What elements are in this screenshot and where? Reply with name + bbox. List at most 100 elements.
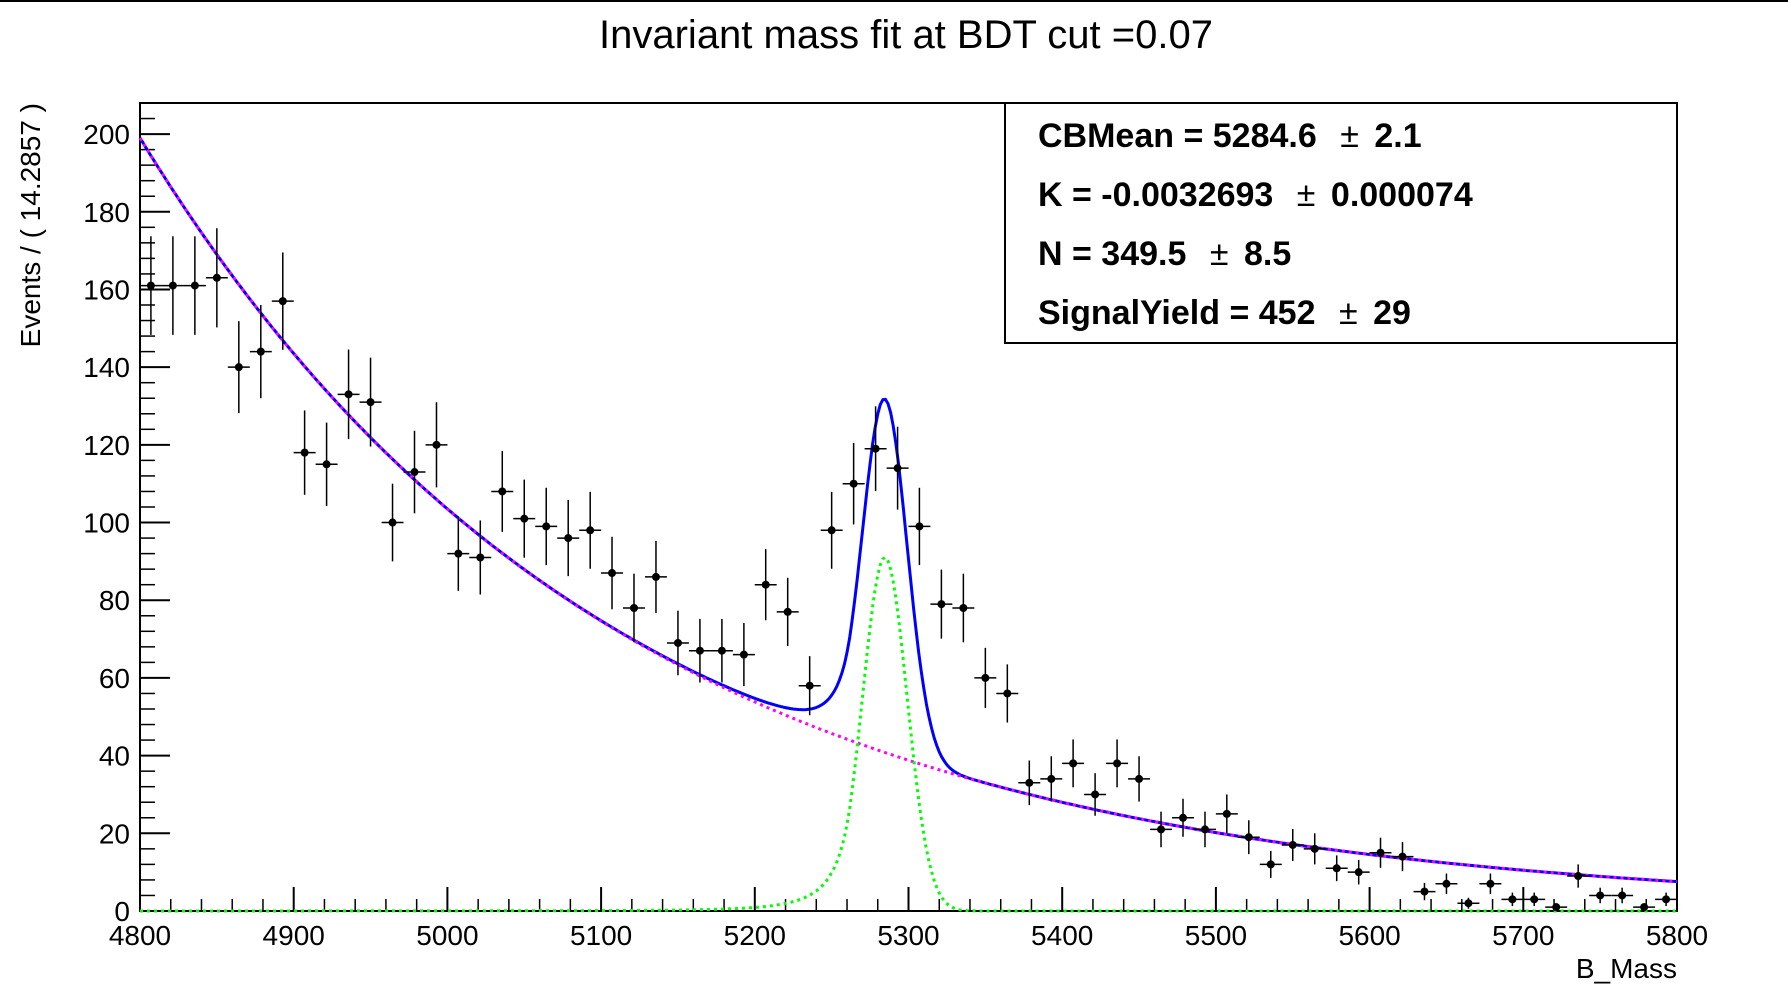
data-point <box>249 305 272 399</box>
data-point <box>1172 798 1194 837</box>
data-point <box>886 426 909 510</box>
data-point <box>666 610 689 676</box>
data-point <box>732 623 755 687</box>
data-point <box>1457 897 1480 909</box>
data-point <box>601 536 623 610</box>
data-point <box>491 451 514 532</box>
y-tick-label: 180 <box>83 197 130 228</box>
data-points <box>139 228 1678 912</box>
stat-cbmean-error: 2.1 <box>1374 117 1421 155</box>
data-point <box>1523 892 1546 907</box>
x-tick-label: 5700 <box>1492 920 1554 951</box>
data-point <box>930 569 953 639</box>
data-point <box>1501 892 1524 907</box>
data-point <box>754 549 777 621</box>
stat-signalyield-value: SignalYield = 452 <box>1038 294 1315 332</box>
data-point <box>974 647 997 709</box>
y-tick-label: 60 <box>99 663 130 694</box>
data-point <box>1040 756 1063 802</box>
background-curve <box>138 137 1678 884</box>
stats-box-frame <box>1004 102 1678 344</box>
y-tick-label: 80 <box>99 585 130 616</box>
y-axis: 0 20 40 60 80 100 120 140 160 180 200 <box>83 102 170 927</box>
data-point <box>513 479 536 558</box>
data-point <box>1633 903 1656 912</box>
x-tick-label: 5800 <box>1646 920 1708 951</box>
data-point <box>139 236 162 335</box>
data-point <box>1215 794 1238 834</box>
x-tick-label: 5200 <box>724 920 786 951</box>
data-point <box>1084 773 1107 816</box>
data-point <box>1567 864 1590 888</box>
data-point <box>227 321 250 414</box>
data-point <box>1018 760 1041 806</box>
data-point <box>1545 903 1568 912</box>
chart-title: Invariant mass fit at BDT cut =0.07 <box>599 13 1213 57</box>
data-point <box>644 540 667 613</box>
data-point <box>447 516 470 591</box>
stat-n-value: N = 349.5 <box>1038 235 1186 273</box>
fit-curves <box>138 137 1678 913</box>
data-point <box>205 228 228 328</box>
stat-row-k: K = -0.0032693 ± 0.000074 <box>1038 176 1473 214</box>
data-point <box>842 442 865 525</box>
data-point <box>1150 811 1173 848</box>
data-point <box>952 573 975 643</box>
stat-row-cbmean: CBMean = 5284.6 ± 2.1 <box>1038 117 1422 155</box>
data-point <box>1259 850 1282 878</box>
data-point <box>776 577 799 646</box>
data-point <box>337 349 360 440</box>
data-point <box>864 406 887 492</box>
data-point <box>996 664 1019 723</box>
data-point <box>1479 873 1502 895</box>
data-point <box>1413 882 1436 901</box>
y-tick-label: 0 <box>114 896 130 927</box>
stat-cbmean-pm: ± <box>1340 117 1359 155</box>
data-point <box>908 487 931 566</box>
x-axis-title: B_Mass <box>1576 953 1677 984</box>
y-tick-label: 100 <box>83 508 130 539</box>
data-point <box>820 491 843 569</box>
stat-n-error: 8.5 <box>1244 235 1291 273</box>
data-point <box>1062 739 1085 788</box>
data-point <box>1281 828 1304 861</box>
data-point <box>798 656 821 716</box>
data-point <box>1391 842 1414 872</box>
x-tick-label: 5100 <box>570 920 632 951</box>
y-tick-label: 40 <box>99 741 130 772</box>
data-point <box>1237 820 1260 855</box>
y-tick-label: 140 <box>83 352 130 383</box>
data-point <box>359 357 382 447</box>
data-point <box>1655 892 1678 907</box>
data-point <box>623 573 645 643</box>
y-axis-title: Events / ( 14.2857 ) <box>15 103 46 347</box>
data-point <box>381 483 404 562</box>
x-tick-label: 4800 <box>109 920 171 951</box>
data-point <box>469 520 492 595</box>
x-tick-label: 5400 <box>1031 920 1093 951</box>
data-point <box>271 252 294 350</box>
y-tick-label: 120 <box>83 430 130 461</box>
data-point <box>688 618 711 683</box>
x-tick-label: 5000 <box>416 920 478 951</box>
data-point <box>1194 811 1216 848</box>
data-point <box>425 402 448 488</box>
stat-k-pm: ± <box>1297 176 1316 214</box>
y-tick-label: 200 <box>83 119 130 150</box>
x-tick-label: 5600 <box>1338 920 1400 951</box>
stat-k-error: 0.000074 <box>1331 176 1473 214</box>
x-axis: 4800 4900 5000 5100 5200 5300 5400 5500 5600 5700… <box>109 887 1708 951</box>
data-point <box>1369 837 1392 868</box>
data-point <box>403 430 426 514</box>
data-point <box>579 491 602 569</box>
data-point <box>1128 756 1151 802</box>
data-point <box>293 410 316 495</box>
stat-row-signalyield: SignalYield = 452 ± 29 <box>1038 294 1411 332</box>
y-tick-label: 160 <box>83 274 130 305</box>
stat-n-pm: ± <box>1210 235 1229 273</box>
data-point <box>557 500 580 577</box>
data-point <box>1347 859 1370 885</box>
x-tick-label: 4900 <box>263 920 325 951</box>
x-tick-label: 5300 <box>877 920 939 951</box>
